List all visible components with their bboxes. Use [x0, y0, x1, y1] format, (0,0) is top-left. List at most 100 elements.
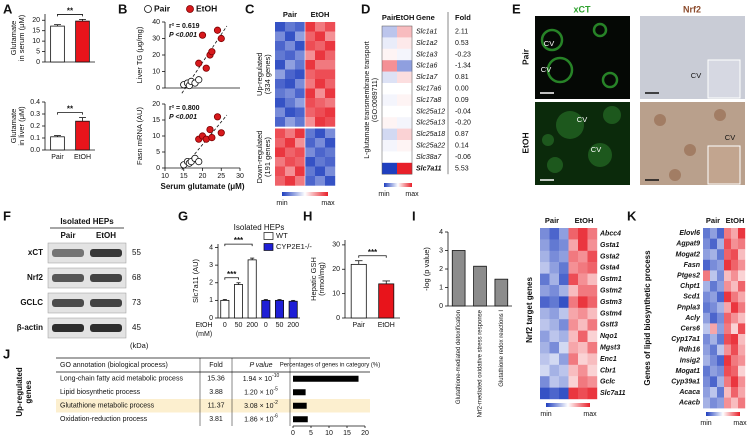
- heatmap-cell: [540, 364, 550, 377]
- table-cell: 15.36: [207, 376, 225, 383]
- column-label: Pair: [382, 13, 396, 22]
- y-tick-label: 0.4: [30, 99, 40, 106]
- stain: [684, 144, 696, 156]
- legend-marker: [186, 5, 194, 13]
- heatmap-cell: [295, 31, 306, 42]
- stain: [714, 109, 726, 121]
- scatter-point: [208, 48, 216, 56]
- x-tick-label: 0: [264, 322, 268, 329]
- significance-bracket: [224, 243, 253, 247]
- x-tick-label: 10: [161, 173, 169, 180]
- heatmap-cell: [382, 105, 398, 118]
- x-tick-label: 50: [276, 322, 284, 329]
- panel-letter: J: [3, 346, 10, 361]
- heatmap-cell: [305, 157, 316, 167]
- annotation: r² = 0.619: [169, 23, 200, 30]
- heatmap-cell: [731, 291, 739, 303]
- bar: [233, 284, 243, 319]
- fold-value: -0.23: [455, 51, 471, 58]
- heatmap-cell: [397, 26, 413, 38]
- column-label: Nrf2: [683, 4, 701, 14]
- heatmap-cell: [703, 365, 711, 377]
- bar: [261, 299, 271, 319]
- y-tick-label: 0: [336, 315, 340, 322]
- group-label: Down-regulated: [255, 131, 264, 184]
- heatmap-cell: [285, 50, 296, 61]
- significance-label: ***: [234, 236, 244, 245]
- heatmap-cell: [717, 355, 725, 366]
- bar: [220, 299, 230, 319]
- heatmap-cell: [295, 147, 306, 158]
- p-exponent: -2: [273, 400, 278, 406]
- heatmap-cell: [568, 387, 579, 400]
- heatmap-cell: [397, 128, 413, 141]
- heatmap-frame: [381, 25, 413, 175]
- heatmap-cell: [285, 166, 296, 177]
- y-tick-label: 40: [152, 19, 160, 26]
- heatmap-title: Nrf2 target genes: [525, 277, 534, 343]
- scale-label: min: [378, 191, 389, 198]
- heatmap-cell: [397, 151, 413, 163]
- heatmap-cell: [578, 273, 588, 286]
- blot-band: [52, 274, 84, 282]
- heatmap-cell: [731, 323, 739, 335]
- heatmap-cell: [325, 50, 336, 61]
- heatmap-cell: [315, 60, 326, 70]
- heatmap-cell: [568, 262, 579, 274]
- heatmap-cell: [578, 342, 588, 354]
- heatmap-cell: [717, 312, 725, 324]
- kda-label: 68: [132, 273, 141, 282]
- heatmap-cell: [587, 307, 598, 320]
- heatmap-cell: [397, 162, 413, 175]
- heatmap-cell: [540, 228, 550, 240]
- protein-label: GCLC: [20, 298, 43, 307]
- heatmap-cell: [703, 249, 711, 260]
- heatmap-cell: [540, 285, 550, 297]
- heatmap-cell: [578, 319, 588, 331]
- scatter-point: [195, 158, 203, 166]
- heatmap-cell: [305, 138, 316, 148]
- heatmap-cell: [587, 228, 598, 240]
- bar: [293, 389, 306, 396]
- heatmap-cell: [559, 330, 569, 343]
- heatmap-cell: [315, 147, 326, 158]
- heatmap-cell: [275, 79, 286, 89]
- vein-label: CV: [691, 71, 701, 80]
- heatmap-cell: [305, 60, 316, 70]
- heatmap-cell: [305, 147, 316, 158]
- legend-swatch: [263, 243, 274, 251]
- blot-band: [90, 249, 122, 257]
- y-axis-label: Slc7a11 (AU): [191, 258, 200, 303]
- heatmap-cell: [559, 342, 569, 354]
- heatmap-cell: [285, 117, 296, 127]
- heatmap-cell: [275, 147, 286, 158]
- stain: [669, 169, 681, 181]
- x-tick-label: 30: [236, 173, 244, 180]
- vein-label: CV: [541, 65, 551, 74]
- table-cell: 1.86 × 10-6: [244, 414, 278, 424]
- heatmap-cell: [710, 387, 718, 398]
- heatmap-cell: [710, 228, 718, 239]
- y-axis-label: Glutamate: [9, 109, 18, 144]
- heatmap-cell: [710, 344, 718, 356]
- heatmap-cell: [703, 238, 711, 250]
- annotation: P <0.001: [169, 114, 197, 121]
- heatmap-cell: [738, 312, 746, 324]
- heatmap-cell: [559, 307, 569, 320]
- y-tick-label: 10: [32, 38, 40, 45]
- heatmap-cell: [549, 364, 560, 377]
- fold-value: -0.04: [455, 108, 471, 115]
- heatmap-cell: [549, 353, 560, 365]
- significance-label: **: [67, 105, 74, 114]
- heatmap-cell: [285, 31, 296, 42]
- y-axis-label: -log (p value): [422, 247, 431, 291]
- color-scale: [706, 412, 740, 416]
- gene-label: Slc1a1: [416, 29, 438, 36]
- gene-label: Gsta4: [600, 265, 620, 272]
- y-tick-label: 0: [439, 303, 443, 310]
- heatmap-title: Genes of lipid biosynthetic process: [643, 250, 652, 386]
- heatmap-cell: [568, 273, 579, 286]
- vein-label: CV: [577, 115, 587, 124]
- heatmap-cell: [325, 22, 336, 32]
- protein-label: β-actin: [17, 323, 43, 332]
